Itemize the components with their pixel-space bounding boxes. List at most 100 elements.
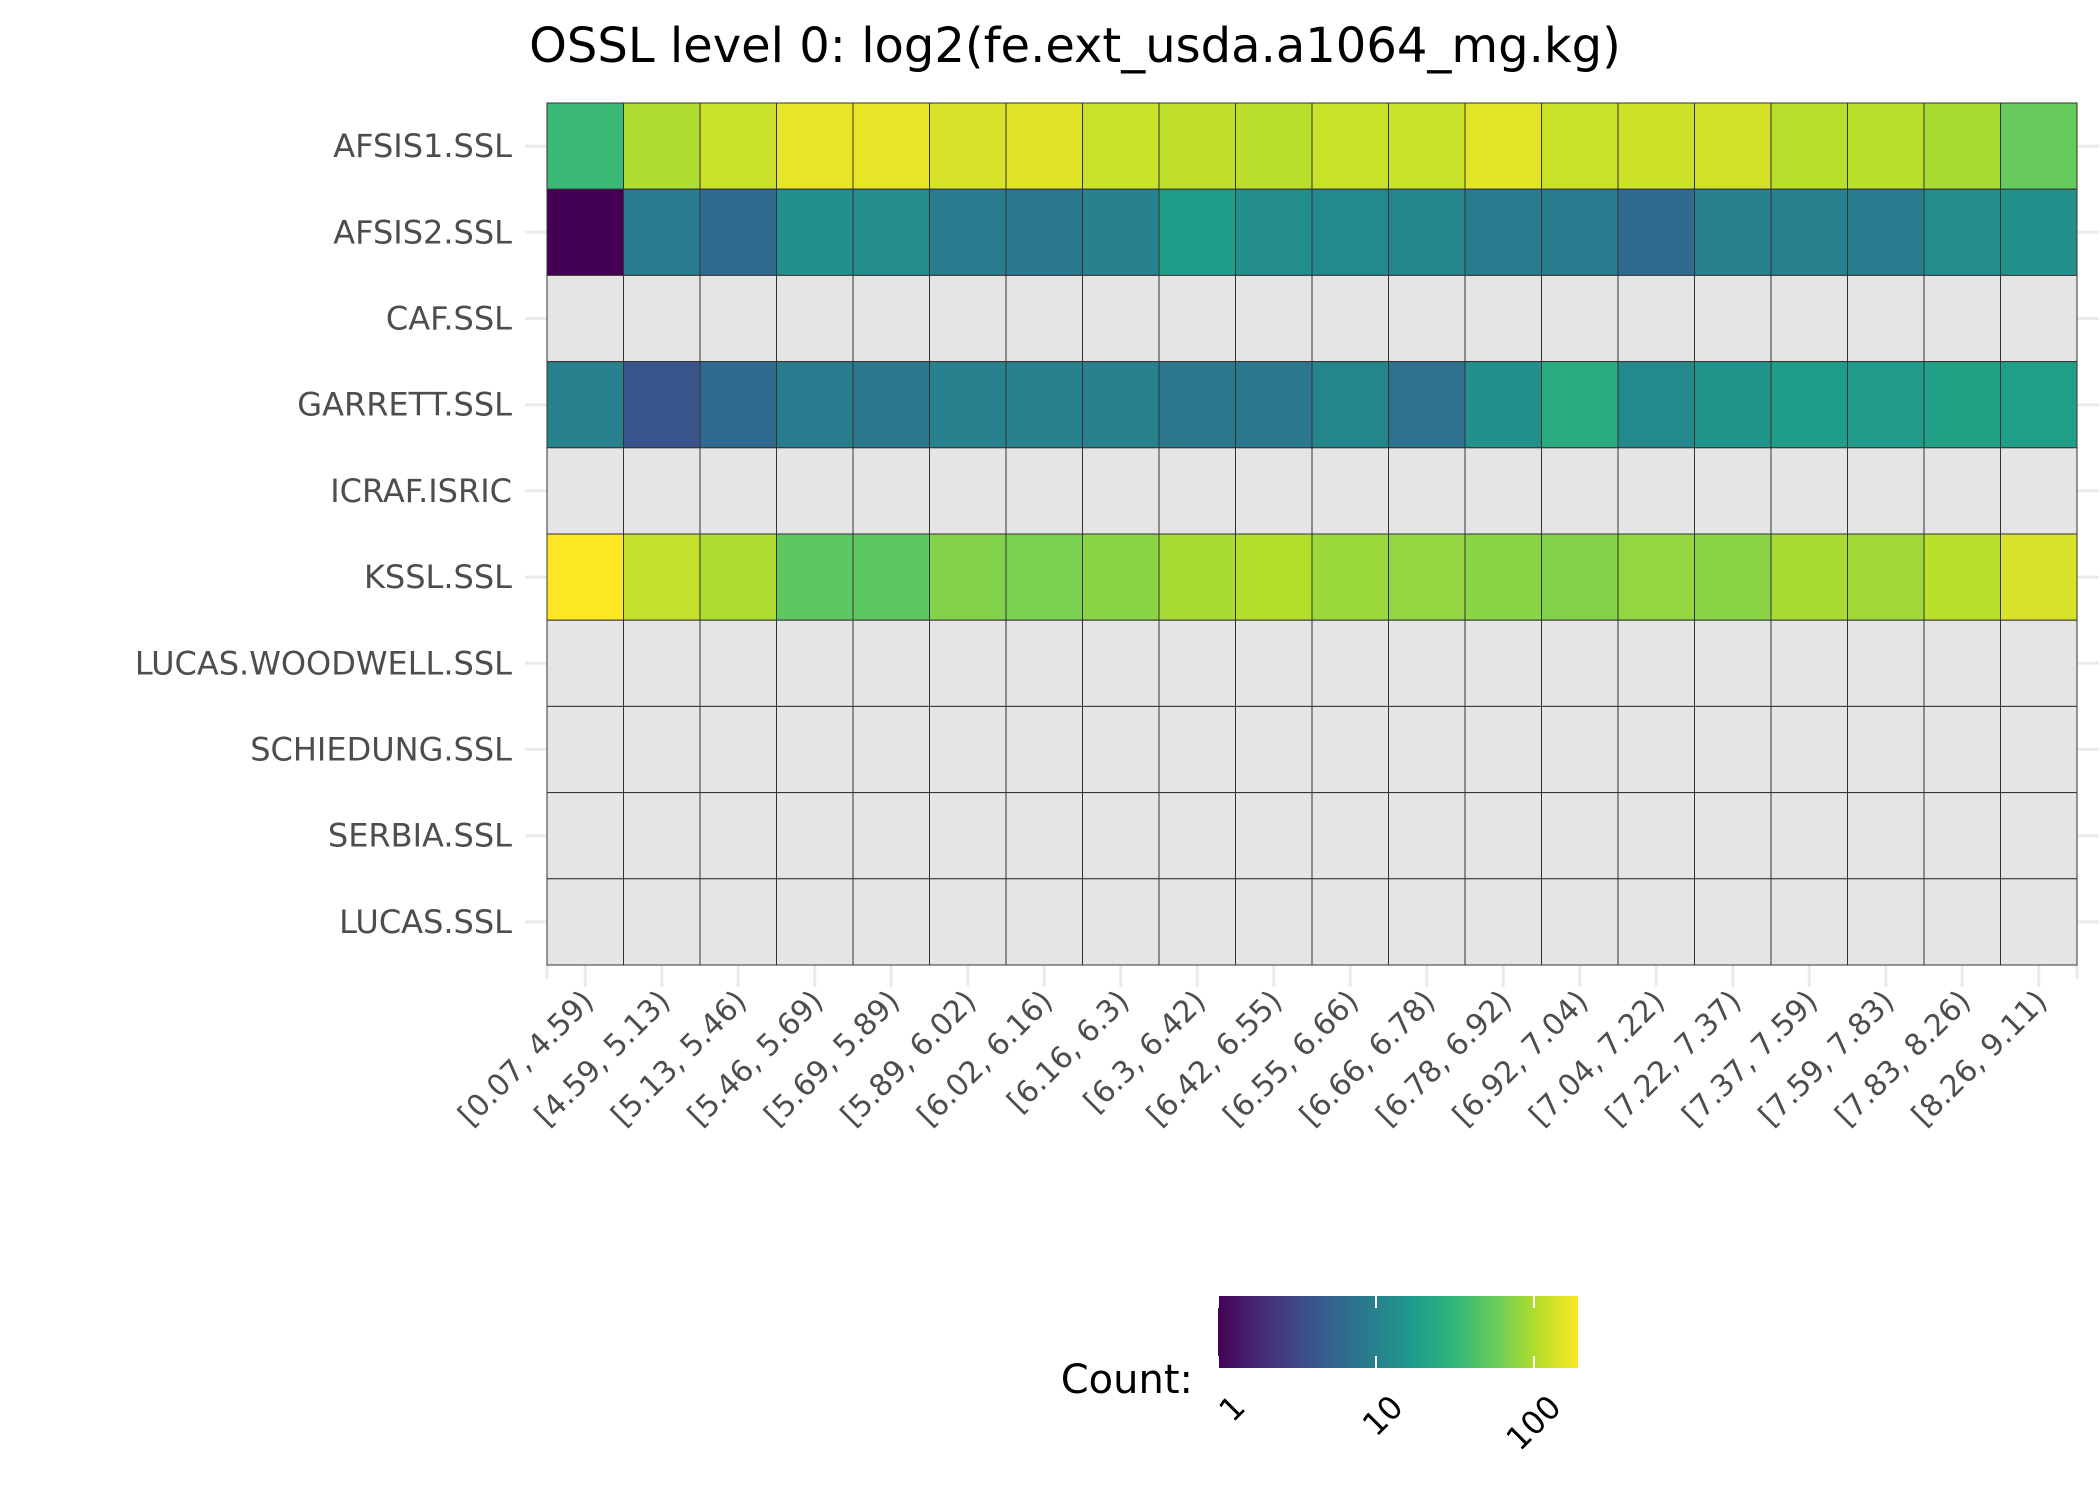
y-tick-label: SCHIEDUNG.SSL xyxy=(250,731,512,769)
legend-tick-label: 100 xyxy=(1499,1388,1569,1458)
heatmap-cell xyxy=(1847,447,1925,535)
heatmap-cell xyxy=(1158,619,1236,707)
heatmap-cell xyxy=(1923,792,2001,880)
heatmap-cell xyxy=(623,188,701,276)
heatmap-cell xyxy=(623,361,701,449)
heatmap-cell xyxy=(1923,102,2001,190)
heatmap-cell xyxy=(1311,619,1389,707)
heatmap-cell xyxy=(623,274,701,363)
heatmap-cell xyxy=(1005,878,1083,966)
heatmap-cell xyxy=(1541,102,1619,190)
heatmap-cell xyxy=(1158,274,1236,363)
heatmap-cell xyxy=(1847,274,1925,363)
heatmap-cell xyxy=(699,533,777,621)
heatmap-cell xyxy=(2000,447,2078,535)
legend-tick-label: 10 xyxy=(1355,1388,1411,1444)
heatmap-cell xyxy=(546,619,624,707)
heatmap-cell xyxy=(1923,878,2001,966)
heatmap-cell xyxy=(546,102,624,190)
heatmap-cell xyxy=(1158,188,1236,276)
x-axis-tick-labels: [0.07, 4.59)[4.59, 5.13)[5.13, 5.46)[5.4… xyxy=(452,984,2055,1133)
heatmap-cell xyxy=(776,447,854,535)
heatmap-cell xyxy=(1005,619,1083,707)
heatmap-cell xyxy=(546,533,624,621)
chart-title: OSSL level 0: log2(fe.ext_usda.a1064_mg.… xyxy=(529,18,1621,74)
heatmap-cell xyxy=(1235,792,1313,880)
heatmap-cell xyxy=(1082,188,1160,276)
heatmap-cell xyxy=(1388,619,1466,707)
heatmap-cell xyxy=(852,274,930,363)
heatmap-cell xyxy=(1082,619,1160,707)
heatmap-cell xyxy=(1923,619,2001,707)
heatmap-cell xyxy=(929,533,1007,621)
heatmap-cell xyxy=(1617,705,1695,794)
heatmap-cell xyxy=(1541,361,1619,449)
heatmap-cell xyxy=(1464,102,1542,190)
heatmap-cell xyxy=(546,274,624,363)
heatmap-cell xyxy=(1158,447,1236,535)
heatmap-cell xyxy=(1694,361,1772,449)
heatmap-cell xyxy=(2000,878,2078,966)
heatmap-cell xyxy=(699,102,777,190)
color-legend: Count: 1 10 100 xyxy=(1061,1296,1578,1458)
heatmap-cell xyxy=(1617,361,1695,449)
heatmap-cell xyxy=(1235,188,1313,276)
heatmap-cell xyxy=(776,619,854,707)
heatmap-cell xyxy=(623,533,701,621)
heatmap-cell xyxy=(1464,792,1542,880)
heatmap-cell xyxy=(1158,102,1236,190)
heatmap-cell xyxy=(1388,705,1466,794)
heatmap-cell xyxy=(1847,792,1925,880)
legend-tick-label: 1 xyxy=(1211,1388,1252,1429)
heatmap-cell xyxy=(1923,361,2001,449)
heatmap-cell xyxy=(1847,619,1925,707)
heatmap-cell xyxy=(1311,792,1389,880)
heatmap-cell xyxy=(1464,274,1542,363)
heatmap-cell xyxy=(1923,188,2001,276)
heatmap-cell xyxy=(1847,878,1925,966)
heatmap-cell xyxy=(1923,705,2001,794)
heatmap-cell xyxy=(1005,705,1083,794)
heatmap-cell xyxy=(699,188,777,276)
heatmap-cell xyxy=(852,447,930,535)
heatmap-cell xyxy=(546,792,624,880)
heatmap-cell xyxy=(1388,792,1466,880)
heatmap-cell xyxy=(929,188,1007,276)
heatmap-cell xyxy=(1235,447,1313,535)
heatmap-cell xyxy=(776,361,854,449)
heatmap-cell xyxy=(1464,705,1542,794)
heatmap-cell xyxy=(699,878,777,966)
heatmap-cell xyxy=(623,792,701,880)
heatmap-cell xyxy=(1082,274,1160,363)
heatmap-cell xyxy=(1005,188,1083,276)
y-tick-label: GARRETT.SSL xyxy=(297,386,512,424)
y-tick-label: KSSL.SSL xyxy=(364,558,512,596)
heatmap-cell xyxy=(1617,792,1695,880)
heatmap-cell xyxy=(1082,361,1160,449)
heatmap-cell xyxy=(2000,533,2078,621)
heatmap-cell xyxy=(929,102,1007,190)
heatmap-cell xyxy=(1235,878,1313,966)
heatmap-cell xyxy=(1311,361,1389,449)
heatmap-cell xyxy=(1770,533,1848,621)
y-tick-label: SERBIA.SSL xyxy=(328,817,512,855)
heatmap-cell xyxy=(1770,619,1848,707)
heatmap-cell xyxy=(699,705,777,794)
heatmap-cell xyxy=(1311,447,1389,535)
heatmap-cell xyxy=(546,705,624,794)
heatmap-cell xyxy=(1923,447,2001,535)
heatmap-cell xyxy=(1235,533,1313,621)
heatmap-cell xyxy=(929,705,1007,794)
heatmap-cell xyxy=(852,705,930,794)
heatmap-cell xyxy=(1311,188,1389,276)
heatmap-cell xyxy=(1617,619,1695,707)
y-tick-label: AFSIS1.SSL xyxy=(333,127,512,165)
heatmap-cell xyxy=(1005,102,1083,190)
heatmap-cell xyxy=(776,878,854,966)
heatmap-cell xyxy=(1617,447,1695,535)
heatmap-cell xyxy=(1694,274,1772,363)
heatmap-cell xyxy=(1694,792,1772,880)
heatmap-cell xyxy=(1541,792,1619,880)
heatmap-cell xyxy=(1541,878,1619,966)
heatmap-cell xyxy=(1005,533,1083,621)
